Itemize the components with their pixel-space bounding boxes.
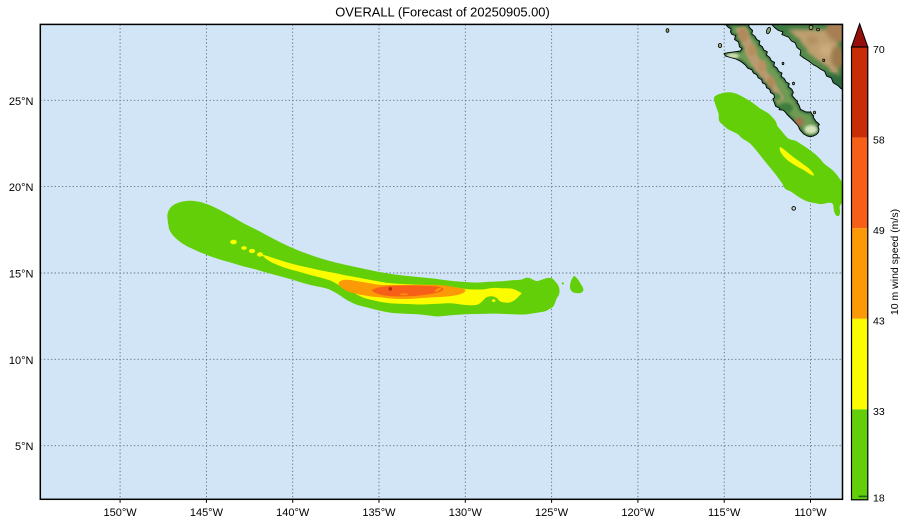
svg-text:10°N: 10°N: [9, 355, 34, 367]
svg-text:120°W: 120°W: [621, 507, 655, 519]
svg-text:145°W: 145°W: [190, 507, 224, 519]
svg-text:70: 70: [873, 44, 885, 56]
svg-text:43: 43: [873, 316, 885, 328]
svg-text:115°W: 115°W: [708, 507, 741, 519]
svg-text:33: 33: [873, 406, 885, 418]
svg-text:110°W: 110°W: [794, 507, 827, 519]
svg-text:15°N: 15°N: [9, 269, 34, 281]
svg-text:150°W: 150°W: [104, 507, 138, 519]
svg-text:135°W: 135°W: [362, 507, 396, 519]
svg-text:58: 58: [873, 134, 885, 146]
svg-text:OVERALL (Forecast of 20250905.: OVERALL (Forecast of 20250905.00): [335, 5, 550, 20]
svg-text:18: 18: [873, 492, 885, 504]
svg-text:25°N: 25°N: [9, 96, 34, 108]
svg-text:20°N: 20°N: [9, 182, 34, 194]
svg-text:125°W: 125°W: [535, 507, 569, 519]
svg-text:5°N: 5°N: [15, 441, 34, 453]
svg-text:140°W: 140°W: [276, 507, 310, 519]
svg-text:49: 49: [873, 225, 885, 237]
svg-text:10 m wind speed (m/s): 10 m wind speed (m/s): [889, 209, 901, 315]
svg-text:130°W: 130°W: [449, 507, 483, 519]
